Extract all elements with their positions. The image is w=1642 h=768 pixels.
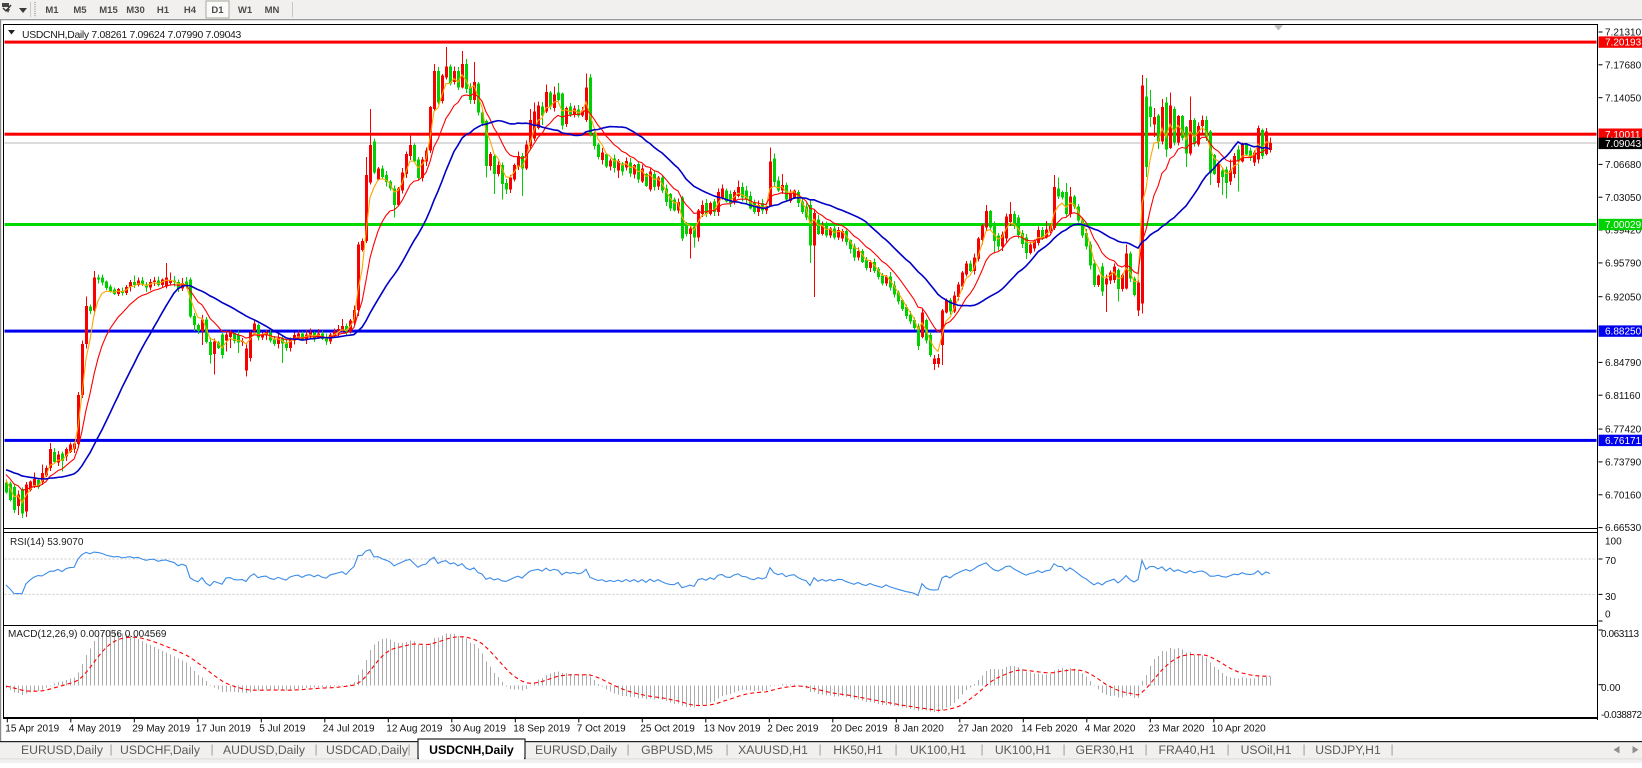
svg-text:D1: D1 <box>211 5 224 16</box>
svg-text:|: | <box>1226 742 1229 756</box>
svg-text:0.00: 0.00 <box>1601 683 1621 694</box>
svg-text:-0.038872: -0.038872 <box>1601 710 1642 721</box>
svg-text:70: 70 <box>1605 556 1617 567</box>
svg-text:6.92050: 6.92050 <box>1605 292 1642 303</box>
svg-text:|: | <box>314 742 317 756</box>
svg-text:W1: W1 <box>238 5 253 16</box>
svg-text:0: 0 <box>1605 610 1611 621</box>
svg-text:|: | <box>725 742 728 756</box>
svg-text:USDCAD,Daily: USDCAD,Daily <box>326 743 409 757</box>
svg-text:MACD(12,26,9) 0.007056 0.00456: MACD(12,26,9) 0.007056 0.004569 <box>8 629 167 640</box>
svg-text:7.17680: 7.17680 <box>1605 60 1642 71</box>
svg-text:USOil,H1: USOil,H1 <box>1241 743 1292 757</box>
svg-text:|: | <box>626 742 629 756</box>
svg-text:30: 30 <box>1605 592 1617 603</box>
svg-text:GBPUSD,M5: GBPUSD,M5 <box>641 743 713 757</box>
svg-text:|: | <box>818 742 821 756</box>
svg-text:7.03050: 7.03050 <box>1605 193 1642 204</box>
svg-text:EURUSD,Daily: EURUSD,Daily <box>21 743 104 757</box>
svg-text:4 Mar 2020: 4 Mar 2020 <box>1085 724 1136 735</box>
svg-text:|: | <box>109 742 112 756</box>
svg-text:10 Apr 2020: 10 Apr 2020 <box>1212 724 1266 735</box>
svg-text:AUDUSD,Daily: AUDUSD,Daily <box>223 743 306 757</box>
svg-text:6.84790: 6.84790 <box>1605 358 1642 369</box>
svg-text:HK50,H1: HK50,H1 <box>833 743 883 757</box>
svg-text:7.14050: 7.14050 <box>1605 93 1642 104</box>
svg-text:EURUSD,Daily: EURUSD,Daily <box>535 743 618 757</box>
svg-text:USDCHF,Daily: USDCHF,Daily <box>120 743 201 757</box>
svg-text:USDCNH,Daily 7.08261 7.09624: USDCNH,Daily 7.08261 7.09624 7.07990 7.0… <box>22 30 242 41</box>
svg-text:25 Oct 2019: 25 Oct 2019 <box>640 724 695 735</box>
svg-text:|: | <box>980 742 983 756</box>
svg-text:100: 100 <box>1605 537 1622 548</box>
svg-text:7.00029: 7.00029 <box>1605 220 1642 231</box>
svg-text:|: | <box>407 742 410 756</box>
svg-text:12 Aug 2019: 12 Aug 2019 <box>386 724 443 735</box>
svg-text:6.73790: 6.73790 <box>1605 458 1642 469</box>
svg-text:M5: M5 <box>73 5 87 16</box>
svg-text:6.76171: 6.76171 <box>1605 436 1642 447</box>
svg-text:|: | <box>210 742 213 756</box>
svg-text:M15: M15 <box>99 5 118 16</box>
svg-text:7.20193: 7.20193 <box>1605 38 1642 49</box>
svg-text:|: | <box>1390 742 1393 756</box>
svg-text:7.06680: 7.06680 <box>1605 160 1642 171</box>
svg-text:18 Sep 2019: 18 Sep 2019 <box>513 724 570 735</box>
svg-text:27 Jan 2020: 27 Jan 2020 <box>958 724 1013 735</box>
svg-text:H4: H4 <box>184 5 197 16</box>
svg-text:7.09043: 7.09043 <box>1605 139 1642 150</box>
svg-text:M30: M30 <box>126 5 144 16</box>
svg-text:29 May 2019: 29 May 2019 <box>132 724 190 735</box>
svg-text:24 Jul 2019: 24 Jul 2019 <box>323 724 375 735</box>
svg-text:6.88250: 6.88250 <box>1605 327 1642 338</box>
svg-text:|: | <box>894 742 897 756</box>
svg-text:RSI(14) 53.9070: RSI(14) 53.9070 <box>10 537 84 548</box>
svg-text:USDJPY,H1: USDJPY,H1 <box>1315 743 1381 757</box>
svg-text:6.77420: 6.77420 <box>1605 425 1642 436</box>
svg-text:6.70160: 6.70160 <box>1605 490 1642 501</box>
svg-text:XAUUSD,H1: XAUUSD,H1 <box>738 743 808 757</box>
svg-text:20 Dec 2019: 20 Dec 2019 <box>831 724 888 735</box>
svg-text:|: | <box>1062 742 1065 756</box>
svg-text:6.95790: 6.95790 <box>1605 259 1642 270</box>
svg-text:6.81160: 6.81160 <box>1605 391 1641 402</box>
svg-text:15 Apr 2019: 15 Apr 2019 <box>5 724 59 735</box>
svg-text:MN: MN <box>265 5 280 16</box>
svg-text:GER30,H1: GER30,H1 <box>1076 743 1135 757</box>
svg-text:H1: H1 <box>157 5 170 16</box>
svg-text:UK100,H1: UK100,H1 <box>995 743 1051 757</box>
svg-text:5 Jul 2019: 5 Jul 2019 <box>259 724 306 735</box>
svg-text:4 May 2019: 4 May 2019 <box>69 724 122 735</box>
svg-text:7 Oct 2019: 7 Oct 2019 <box>577 724 626 735</box>
svg-text:17 Jun 2019: 17 Jun 2019 <box>196 724 251 735</box>
svg-text:2 Dec 2019: 2 Dec 2019 <box>767 724 819 735</box>
svg-text:8 Jan 2020: 8 Jan 2020 <box>894 724 944 735</box>
svg-text:USDCNH,Daily: USDCNH,Daily <box>429 743 514 757</box>
svg-text:|: | <box>1144 742 1147 756</box>
svg-text:FRA40,H1: FRA40,H1 <box>1159 743 1216 757</box>
svg-text:14 Feb 2020: 14 Feb 2020 <box>1021 724 1078 735</box>
svg-text:M1: M1 <box>45 5 59 16</box>
svg-text:30 Aug 2019: 30 Aug 2019 <box>450 724 507 735</box>
svg-text:0.063113: 0.063113 <box>1601 629 1639 640</box>
svg-text:|: | <box>1302 742 1305 756</box>
svg-text:23 Mar 2020: 23 Mar 2020 <box>1148 724 1205 735</box>
svg-text:6.66530: 6.66530 <box>1605 523 1642 534</box>
svg-text:13 Nov 2019: 13 Nov 2019 <box>704 724 761 735</box>
svg-text:UK100,H1: UK100,H1 <box>910 743 966 757</box>
